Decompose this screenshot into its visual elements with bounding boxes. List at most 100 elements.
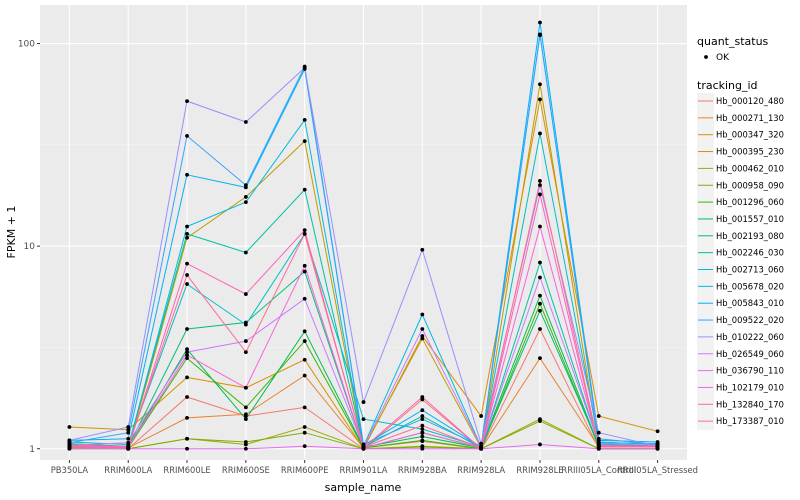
legend: quant_status OK tracking_id Hb_000120_48… <box>697 35 784 431</box>
data-point <box>243 446 248 451</box>
data-point <box>243 339 248 343</box>
data-point <box>67 443 72 448</box>
data-point <box>185 261 189 266</box>
data-point <box>361 400 366 404</box>
data-point <box>243 200 248 204</box>
data-point <box>185 134 189 138</box>
data-point <box>185 327 189 331</box>
data-point <box>479 414 484 418</box>
data-point <box>420 312 425 317</box>
data-point <box>185 415 189 420</box>
data-point <box>185 436 189 441</box>
data-point <box>302 444 307 449</box>
data-point <box>243 250 248 255</box>
data-point <box>243 412 248 417</box>
data-point <box>243 322 248 327</box>
y-tick-label: 100 <box>18 40 35 50</box>
data-point <box>420 336 425 341</box>
data-point <box>185 347 189 352</box>
data-point <box>479 445 484 450</box>
data-point <box>243 120 248 124</box>
data-point <box>420 434 425 439</box>
x-tick-label: PB350LA <box>51 465 89 475</box>
data-point <box>302 405 307 410</box>
x-axis-title: sample_name <box>325 481 402 494</box>
x-tick-label: RRIM928LE <box>516 465 563 475</box>
data-point <box>420 395 425 399</box>
legend-label: Hb_000462_010 <box>716 163 784 173</box>
x-axis: PB350LA RRIM600LA RRIM600LE RRIM600SE RRIM60… <box>51 460 698 475</box>
x-tick-label: RRIII05LA_Control <box>561 465 636 475</box>
data-point <box>243 195 248 199</box>
data-point <box>185 395 189 399</box>
data-point <box>420 247 425 252</box>
data-point <box>126 440 131 445</box>
data-point <box>361 417 366 422</box>
data-point <box>655 429 660 434</box>
legend-tracking-id-title: tracking_id <box>697 79 758 92</box>
data-point <box>538 224 542 229</box>
data-point <box>126 444 131 449</box>
legend-label: Hb_002713_060 <box>716 265 784 275</box>
data-point <box>185 99 189 103</box>
data-point <box>420 327 425 331</box>
legend-label: Hb_102179_010 <box>716 382 784 392</box>
data-point <box>538 20 542 25</box>
data-point <box>302 296 307 301</box>
data-point <box>538 327 542 331</box>
data-point <box>302 339 307 343</box>
y-tick-label: 10 <box>24 242 36 252</box>
data-point <box>243 183 248 188</box>
legend-label: Hb_009522_020 <box>716 315 784 325</box>
data-point <box>538 183 542 188</box>
data-point <box>243 292 248 296</box>
data-point <box>185 231 189 236</box>
data-point <box>243 417 248 422</box>
data-point <box>479 441 484 446</box>
legend-label: Hb_000271_130 <box>716 113 784 123</box>
data-point <box>302 329 307 334</box>
data-point <box>596 414 601 418</box>
data-point <box>420 423 425 428</box>
data-point <box>185 350 189 354</box>
data-point <box>596 444 601 449</box>
x-tick-label: RRIM928LA <box>457 465 505 475</box>
legend-point-key <box>704 55 708 59</box>
data-point <box>538 356 542 361</box>
data-point <box>185 224 189 229</box>
data-point <box>538 33 542 38</box>
data-point <box>538 301 542 306</box>
x-tick-label: RRIM928BA <box>398 465 447 475</box>
data-point <box>243 440 248 444</box>
data-point <box>538 419 542 423</box>
legend-label: Hb_005678_020 <box>716 281 784 291</box>
data-point <box>185 446 189 451</box>
x-tick-label: RRIM600SE <box>222 465 270 475</box>
x-tick-label: RRIM600LE <box>163 465 210 475</box>
legend-label: Hb_000347_320 <box>716 130 784 140</box>
data-point <box>538 442 542 447</box>
data-point <box>243 405 248 410</box>
data-point <box>596 436 601 441</box>
data-point <box>420 417 425 422</box>
data-point <box>655 444 660 449</box>
data-point <box>420 408 425 413</box>
data-point <box>126 425 131 429</box>
data-point <box>302 228 307 233</box>
data-point <box>185 353 189 357</box>
data-point <box>302 373 307 378</box>
data-point <box>126 436 131 441</box>
data-point <box>185 172 189 177</box>
data-point <box>302 425 307 429</box>
legend-label: Hb_173387_010 <box>716 416 784 426</box>
legend-label: Hb_001296_060 <box>716 197 784 207</box>
series-points <box>67 20 660 451</box>
data-point <box>361 445 366 449</box>
data-point <box>185 235 189 240</box>
legend-label: Hb_000958_090 <box>716 180 784 190</box>
legend-label: Hb_000395_230 <box>716 147 784 157</box>
y-tick-label: 1 <box>29 445 35 455</box>
data-point <box>302 263 307 268</box>
legend-label: Hb_005843_010 <box>716 298 784 308</box>
legend-label: Hb_010222_060 <box>716 332 784 342</box>
